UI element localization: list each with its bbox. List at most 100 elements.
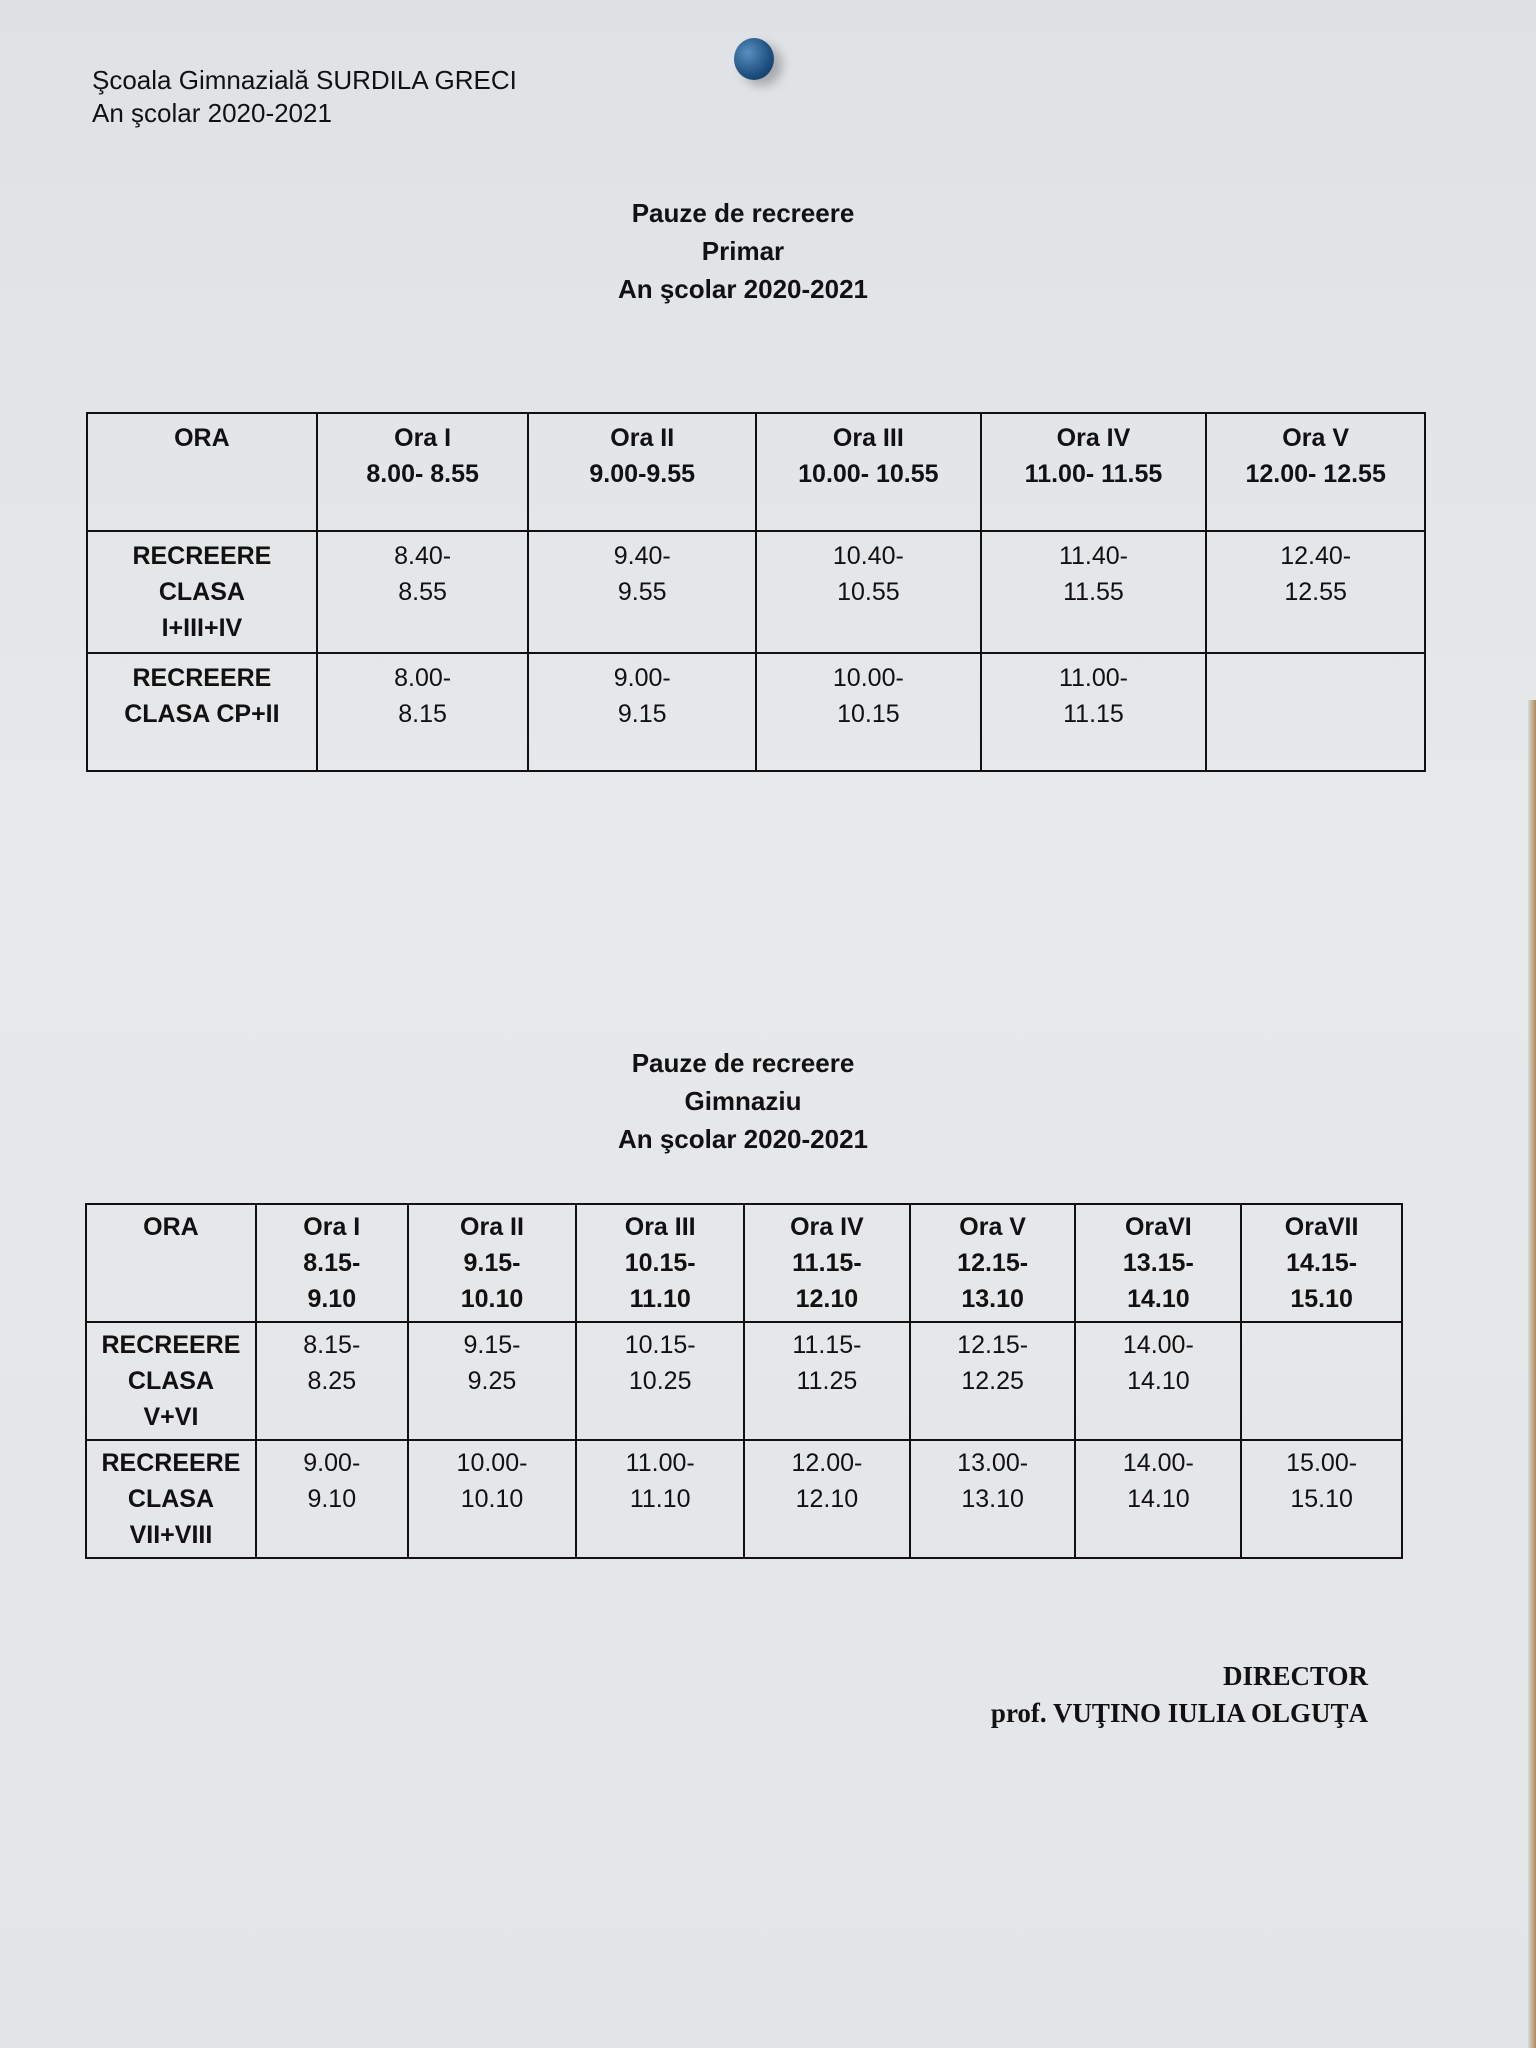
cell-text: 10.55	[837, 578, 900, 606]
cell-text: 10.10	[460, 1485, 524, 1513]
cell-text: 11.00- 11.55	[1024, 460, 1163, 488]
title-line: Pauze de recreere	[631, 198, 855, 228]
school-name: Şcoala Gimnazială SURDILA GRECI	[92, 65, 517, 95]
header-row: ORA Ora I 8.00- 8.55 Ora II 9.00-9.55 Ora III…	[86, 412, 1426, 532]
cell-text: Ora III	[624, 1213, 696, 1241]
table-cell: 12.40- 12.55	[1205, 530, 1426, 654]
cell-text: 14.15-	[1286, 1249, 1358, 1277]
cell-text: CLASA	[127, 1485, 215, 1513]
cell-text: 12.00-	[791, 1449, 863, 1477]
table-cell: 10.00- 10.10	[406, 1439, 578, 1559]
cell-text: 9.15-	[463, 1331, 521, 1359]
table-cell: Ora II 9.00-9.55	[527, 412, 758, 532]
cell-text: 10.00-	[456, 1449, 528, 1477]
table-row: RECREERE CLASA V+VI 8.15- 8.25 9.15- 9.25 10.15…	[85, 1321, 1403, 1441]
table-row: RECREERE CLASA I+III+IV 8.40- 8.55 9.40- 9.55 1…	[86, 530, 1426, 654]
table-cell: 11.15- 11.25	[743, 1321, 911, 1441]
cell-text: 10.00- 10.55	[798, 460, 939, 488]
table-cell: 13.00- 13.10	[908, 1439, 1077, 1559]
table-cell: Ora IV 11.15- 12.10	[743, 1203, 911, 1323]
cell-text: 9.00-9.55	[589, 460, 696, 488]
cell-text: OraVII	[1284, 1213, 1359, 1241]
table-cell: 8.15- 8.25	[254, 1321, 409, 1441]
cell-text: 14.00-	[1122, 1449, 1194, 1477]
cell-text: 9.10	[307, 1285, 357, 1313]
table-cell: 14.00- 14.10	[1074, 1439, 1243, 1559]
table-cell: 9.40- 9.55	[527, 530, 758, 654]
cell-text: 9.10	[307, 1485, 357, 1513]
cell-text: Ora IV	[790, 1213, 864, 1241]
cell-text: 9.00-	[303, 1449, 361, 1477]
table-cell: Ora III 10.15- 11.10	[575, 1203, 746, 1323]
cell-text: 10.00-	[832, 664, 904, 692]
cell-text: CLASA	[127, 1367, 215, 1395]
table-cell: 10.15- 10.25	[575, 1321, 746, 1441]
cell-text: 14.10	[1127, 1285, 1190, 1313]
table-cell: OraVI 13.15- 14.10	[1074, 1203, 1243, 1323]
cell-text: 15.00-	[1286, 1449, 1358, 1477]
title-line: An şcolar 2020-2021	[617, 1124, 869, 1154]
primar-table: ORA Ora I 8.00- 8.55 Ora II 9.00-9.55 Ora III…	[86, 412, 1426, 772]
table-cell	[1240, 1321, 1403, 1441]
cell-text: 15.10	[1290, 1485, 1353, 1513]
title-line: An şcolar 2020-2021	[617, 274, 869, 304]
cell-text: 11.25	[796, 1367, 858, 1395]
cell-text: 12.15-	[957, 1331, 1029, 1359]
table-cell: Ora II 9.15- 10.10	[406, 1203, 578, 1323]
cell-text: ORA	[174, 424, 230, 452]
table-row: RECREERE CLASA VII+VIII 9.00- 9.10 10.00- 10.1…	[85, 1439, 1403, 1559]
cell-text: 11.10	[629, 1485, 691, 1513]
table-cell: Ora V 12.00- 12.55	[1205, 412, 1426, 532]
cell-text: Ora V	[959, 1213, 1026, 1241]
cell-text: 10.15-	[624, 1331, 696, 1359]
cell-text: ORA	[143, 1213, 199, 1241]
cell-text: 11.00-	[1058, 664, 1128, 692]
cell-text: 9.25	[467, 1367, 517, 1395]
cell-text: 12.00- 12.55	[1245, 460, 1386, 488]
cell-text: 8.25	[307, 1367, 357, 1395]
cell-text: 8.40-	[394, 542, 452, 570]
table-cell: 12.15- 12.25	[908, 1321, 1077, 1441]
table-row: RECREERE CLASA CP+II 8.00- 8.15 9.00- 9.15 10.…	[86, 652, 1426, 772]
table-cell: ORA	[86, 412, 318, 532]
director-name: prof. VUŢINO IULIA OLGUŢA	[990, 1698, 1368, 1728]
cell-text: RECREERE	[132, 664, 272, 692]
cell-text: 8.15-	[303, 1249, 361, 1277]
cell-text: 9.15	[617, 700, 667, 728]
cell-text: 14.10	[1127, 1367, 1190, 1395]
cell-text: Ora IV	[1056, 424, 1131, 452]
school-year: An şcolar 2020-2021	[92, 98, 332, 128]
signature-block: DIRECTOR prof. VUŢINO IULIA OLGUŢA	[991, 1658, 1368, 1732]
gimnaziu-table: ORA Ora I 8.15- 9.10 Ora II 9.15- 10.10 Ora III…	[85, 1203, 1403, 1559]
table-cell: Ora I 8.00- 8.55	[315, 412, 530, 532]
table-cell	[1205, 652, 1426, 772]
cell-text: CLASA CP+II	[124, 700, 280, 728]
cell-text: 8.55	[398, 578, 447, 606]
cell-text: Ora I	[394, 424, 452, 452]
cell-text: 9.00-	[613, 664, 671, 692]
table-cell: Ora III 10.00- 10.55	[755, 412, 982, 532]
director-role: DIRECTOR	[1222, 1661, 1368, 1691]
gimnaziu-title: Pauze de recreere Gimnaziu An şcolar 202…	[0, 1044, 1486, 1158]
push-pin-icon	[734, 38, 774, 80]
cell-text: 11.10	[629, 1285, 691, 1313]
table-cell: 11.40- 11.55	[979, 530, 1208, 654]
cell-text: 12.55	[1284, 578, 1347, 606]
cell-text: Ora V	[1282, 424, 1349, 452]
primar-title: Pauze de recreere Primar An şcolar 2020-…	[0, 194, 1486, 308]
cell-text: 15.10	[1290, 1285, 1353, 1313]
title-line: Pauze de recreere	[631, 1048, 855, 1078]
table-cell: RECREERE CLASA V+VI	[85, 1321, 257, 1441]
cell-text: 11.15-	[792, 1249, 862, 1277]
cell-text: 14.10	[1127, 1485, 1190, 1513]
table-cell: RECREERE CLASA VII+VIII	[85, 1439, 257, 1559]
title-line: Primar	[701, 236, 785, 266]
header-row: ORA Ora I 8.15- 9.10 Ora II 9.15- 10.10 Ora III…	[85, 1203, 1403, 1323]
cell-text: 12.15-	[957, 1249, 1029, 1277]
cell-text: 8.15-	[303, 1331, 361, 1359]
table-cell: 14.00- 14.10	[1074, 1321, 1243, 1441]
cell-text: V+VI	[143, 1403, 199, 1431]
table-cell: 11.00- 11.15	[979, 652, 1208, 772]
cell-text: 11.40-	[1058, 542, 1128, 570]
cell-text: 9.15-	[463, 1249, 521, 1277]
